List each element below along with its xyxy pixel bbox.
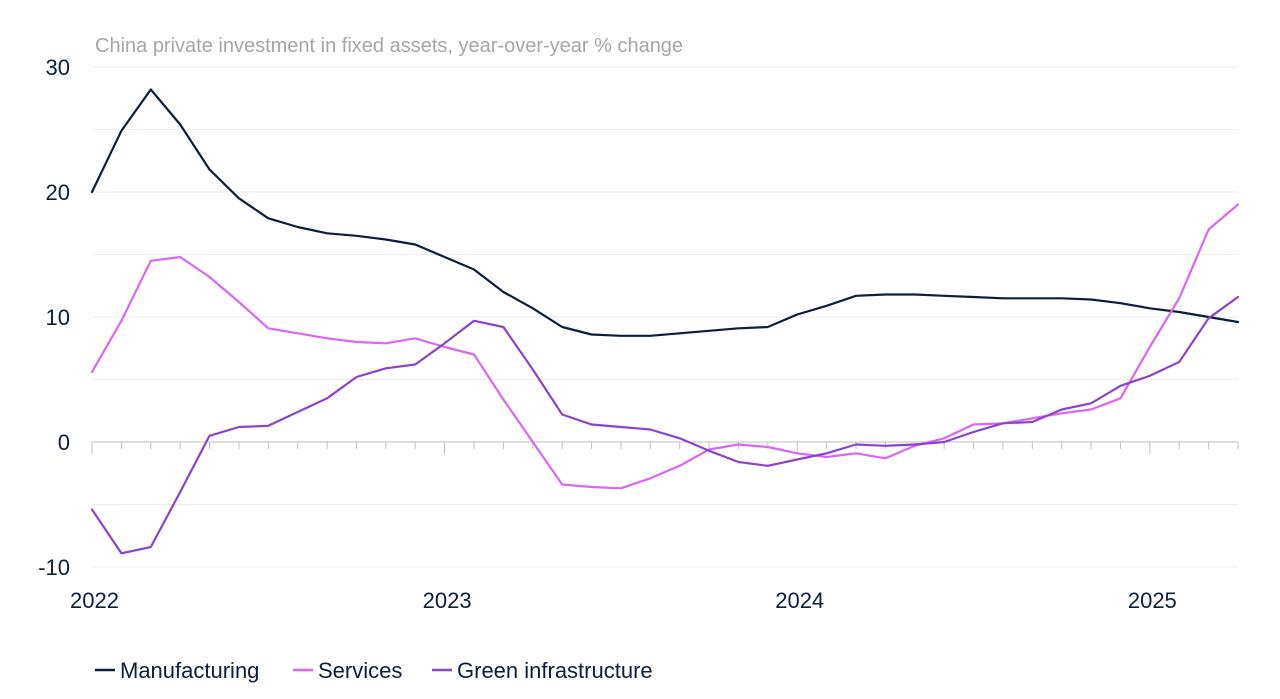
series-line-green-infrastructure (90, 295, 1240, 555)
y-tick-label: 30 (46, 55, 70, 80)
y-tick-label: -10 (38, 555, 70, 580)
x-tick-label: 2022 (70, 588, 119, 613)
legend-label-manufacturing: Manufacturing (120, 658, 259, 683)
chart-title: China private investment in fixed assets… (95, 35, 683, 57)
y-tick-label: 0 (58, 430, 70, 455)
series-line-services (90, 203, 1240, 490)
legend: Manufacturing Services Green infrastruct… (95, 658, 653, 683)
x-tick-label: 2023 (423, 588, 472, 613)
x-tick-label: 2025 (1128, 588, 1177, 613)
legend-label-green-infrastructure: Green infrastructure (457, 658, 653, 683)
y-tick-label: 10 (46, 305, 70, 330)
gridlines (92, 66, 1238, 568)
series-lines (90, 88, 1240, 555)
legend-label-services: Services (318, 658, 402, 683)
legend-item-green-infrastructure: Green infrastructure (432, 658, 653, 683)
x-axis: 2022 2023 2024 2025 (70, 441, 1239, 613)
y-axis: 30 20 10 0 -10 (38, 55, 70, 580)
legend-item-services: Services (293, 658, 402, 683)
y-tick-label: 20 (46, 180, 70, 205)
legend-item-manufacturing: Manufacturing (95, 658, 259, 683)
x-tick-label: 2024 (775, 588, 824, 613)
series-line-manufacturing (90, 88, 1240, 337)
